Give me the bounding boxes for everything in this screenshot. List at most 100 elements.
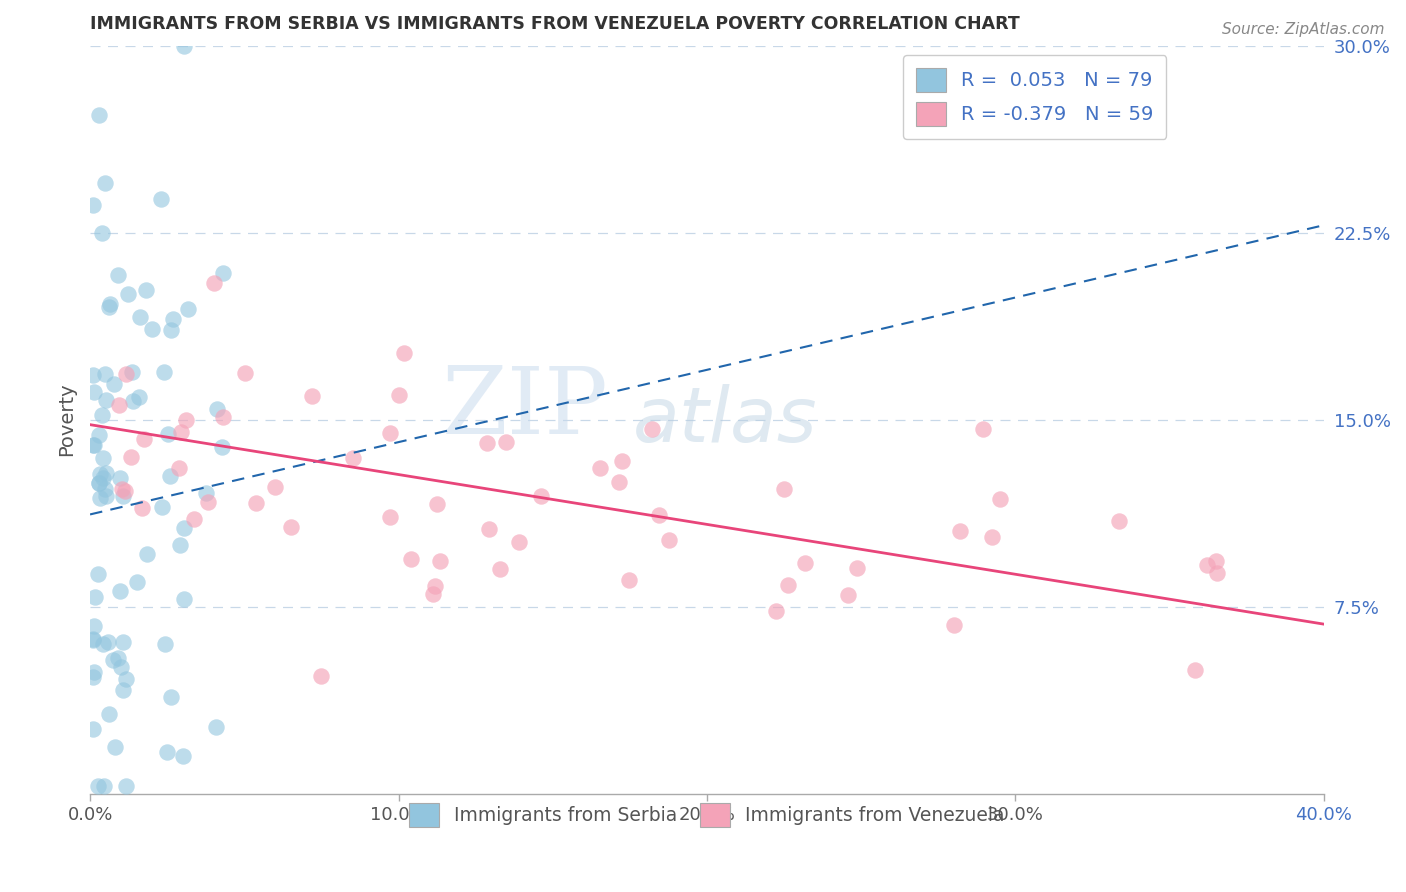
Point [89,491,111,506]
Point [949,524,972,538]
Point [778,578,800,592]
Point [110,583,132,598]
Point [83,385,105,400]
Text: ZIP: ZIP [441,363,609,453]
Point [94,392,117,407]
Point [980,529,1002,543]
Point [211,266,233,280]
Point [508,535,530,549]
Point [110,659,132,673]
Point [96,467,118,481]
Legend: Immigrants from Serbia, Immigrants from Venezuela: Immigrants from Serbia, Immigrants from … [399,794,1014,837]
Point [399,552,422,566]
Point [609,475,631,489]
Point [169,538,191,552]
Point [87,475,110,490]
Point [93,779,115,793]
Point [104,740,127,755]
Point [82,670,104,684]
Point [111,489,134,503]
Point [765,604,787,618]
Point [115,367,138,381]
Y-axis label: Poverty: Poverty [58,383,76,457]
Point [211,409,233,424]
Point [1197,558,1219,572]
Point [122,393,145,408]
Point [173,591,195,606]
Point [97,634,120,648]
Point [94,367,117,381]
Point [114,779,136,793]
Point [107,651,129,665]
Point [108,471,131,485]
Point [1108,514,1130,528]
Point [156,745,179,759]
Point [943,618,966,632]
Point [1184,663,1206,677]
Point [478,522,501,536]
Point [169,425,191,439]
Point [617,573,640,587]
Point [82,438,104,452]
Point [89,108,111,122]
Point [103,377,125,392]
Point [86,779,108,793]
Point [112,683,135,698]
Point [111,635,134,649]
Point [162,312,184,326]
Point [114,483,136,498]
Point [91,637,114,651]
Point [589,461,612,475]
Point [195,485,218,500]
Point [82,722,104,736]
Point [1205,554,1227,568]
Point [167,460,190,475]
Point [837,588,859,602]
Point [475,435,498,450]
Point [131,500,153,515]
Point [128,390,150,404]
Point [245,496,267,510]
Text: IMMIGRANTS FROM SERBIA VS IMMIGRANTS FROM VENEZUELA POVERTY CORRELATION CHART: IMMIGRANTS FROM SERBIA VS IMMIGRANTS FRO… [90,15,1019,33]
Point [97,301,120,315]
Point [264,480,287,494]
Point [429,554,451,568]
Point [342,451,364,466]
Point [174,413,197,427]
Point [972,421,994,435]
Point [177,301,200,316]
Point [87,476,110,491]
Point [90,408,112,422]
Point [205,402,228,417]
Point [155,637,177,651]
Point [111,482,134,496]
Point [658,533,681,548]
Point [136,547,159,561]
Point [160,690,183,705]
Point [101,653,124,667]
Point [83,590,105,604]
Point [121,365,143,379]
Text: Source: ZipAtlas.com: Source: ZipAtlas.com [1222,22,1385,37]
Point [159,469,181,483]
Point [117,287,139,301]
Point [423,579,446,593]
Point [82,368,104,383]
Point [98,296,121,310]
Point [153,365,176,379]
Text: atlas: atlas [633,384,817,458]
Point [83,437,105,451]
Point [82,632,104,647]
Point [83,665,105,680]
Point [648,508,671,522]
Point [156,426,179,441]
Point [197,495,219,509]
Point [107,268,129,282]
Point [205,721,228,735]
Point [641,422,664,436]
Point [94,176,117,190]
Point [489,562,512,576]
Point [89,467,111,481]
Point [211,440,233,454]
Point [83,619,105,633]
